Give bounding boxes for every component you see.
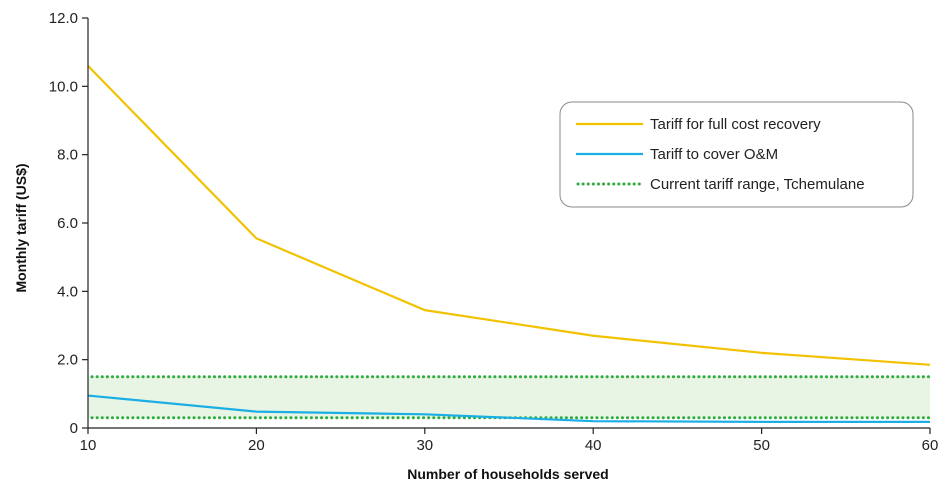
y-tick-label: 4.0 [57, 283, 78, 300]
range-fill [88, 376, 930, 418]
y-tick-label: 6.0 [57, 215, 78, 232]
x-tick-label: 40 [585, 437, 602, 454]
x-tick-label: 30 [416, 437, 433, 454]
y-tick-label: 0 [70, 420, 78, 437]
series-line-om [87, 394, 930, 423]
y-tick-label: 10.0 [49, 78, 78, 95]
y-tick-label: 8.0 [57, 147, 78, 164]
legend-box [559, 101, 914, 208]
x-tick-label: 10 [80, 437, 97, 454]
y-tick-label: 2.0 [57, 352, 78, 369]
series-line-full-cost [87, 65, 931, 366]
y-tick-label: 12.0 [49, 10, 78, 27]
x-tick-label: 60 [922, 437, 939, 454]
x-tick-label: 50 [753, 437, 770, 454]
legend: Tariff for full cost recovery Tariff to … [559, 101, 914, 208]
legend-label-current-range: Current tariff range, Tchemulane [650, 176, 865, 193]
legend-label-om: Tariff to cover O&M [650, 146, 778, 163]
x-tick-label: 20 [248, 437, 265, 454]
y-axis-title: Monthly tariff (US$) [13, 163, 29, 292]
y-tick-group: 0 2.0 4.0 6.0 8.0 10.0 12.0 [49, 10, 88, 437]
x-axis-title: Number of households served [407, 466, 608, 482]
x-tick-group: 10 20 30 40 50 60 [80, 428, 939, 454]
legend-label-full-cost: Tariff for full cost recovery [650, 116, 821, 133]
